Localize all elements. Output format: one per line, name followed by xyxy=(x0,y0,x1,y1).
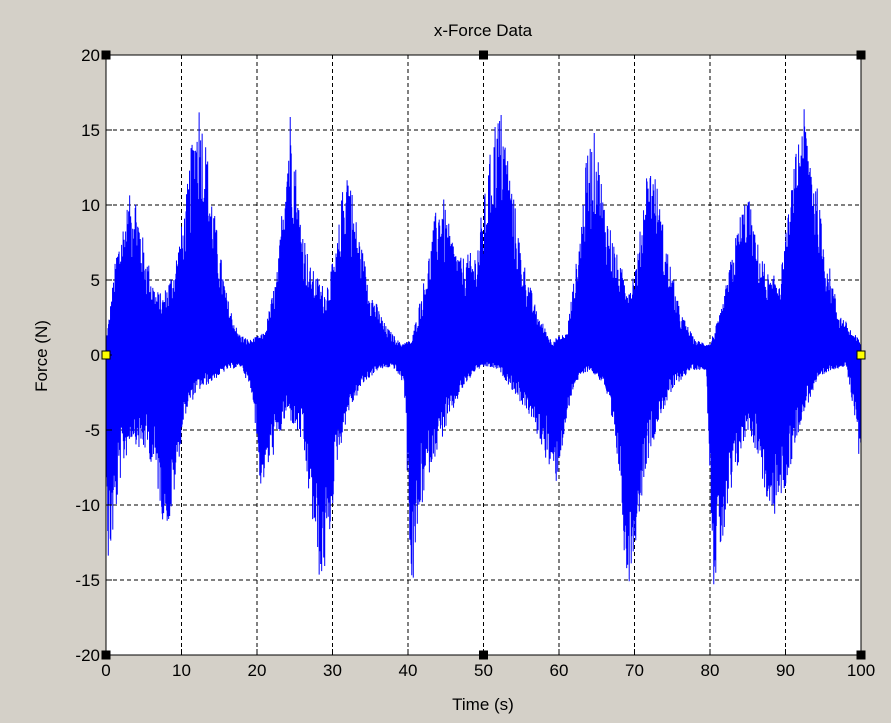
grid-lines xyxy=(106,55,861,655)
selection-handle[interactable] xyxy=(101,350,111,360)
y-axis-ticks: -20 -15 -10 -5 0 5 10 15 20 xyxy=(75,46,112,665)
y-tick-label: 10 xyxy=(81,196,100,215)
x-tick-label: 40 xyxy=(399,661,418,680)
x-tick-label: 20 xyxy=(248,661,267,680)
chart-title: x-Force Data xyxy=(434,21,533,40)
x-tick-label: 80 xyxy=(701,661,720,680)
selection-handle[interactable] xyxy=(856,350,866,360)
y-axis-label: Force (N) xyxy=(32,320,51,392)
selection-handle[interactable] xyxy=(101,50,111,60)
y-tick-label: -10 xyxy=(75,496,100,515)
y-tick-label: 20 xyxy=(81,46,100,65)
x-tick-label: 90 xyxy=(776,661,795,680)
y-tick-label: 15 xyxy=(81,121,100,140)
y-tick-label: 5 xyxy=(91,271,100,290)
x-tick-label: 70 xyxy=(625,661,644,680)
x-tick-label: 0 xyxy=(101,661,110,680)
series-line xyxy=(105,109,862,585)
y-tick-label: -15 xyxy=(75,571,100,590)
force-series-line xyxy=(105,109,862,585)
y-tick-label: 0 xyxy=(91,346,100,365)
x-tick-label: 50 xyxy=(474,661,493,680)
selection-handle[interactable] xyxy=(856,650,866,660)
x-tick-label: 100 xyxy=(847,661,875,680)
selection-handle[interactable] xyxy=(479,650,488,660)
x-axis-label: Time (s) xyxy=(452,695,514,714)
y-tick-label: -5 xyxy=(85,421,100,440)
selection-handle[interactable] xyxy=(856,50,866,60)
x-tick-label: 10 xyxy=(172,661,191,680)
y-tick-label: -20 xyxy=(75,646,100,665)
selection-handles[interactable] xyxy=(101,50,866,660)
selection-handle[interactable] xyxy=(479,50,488,60)
selection-handle[interactable] xyxy=(101,650,111,660)
x-axis-ticks: 0 10 20 30 40 50 60 70 80 90 100 xyxy=(101,649,875,680)
x-tick-label: 30 xyxy=(323,661,342,680)
x-tick-label: 60 xyxy=(550,661,569,680)
